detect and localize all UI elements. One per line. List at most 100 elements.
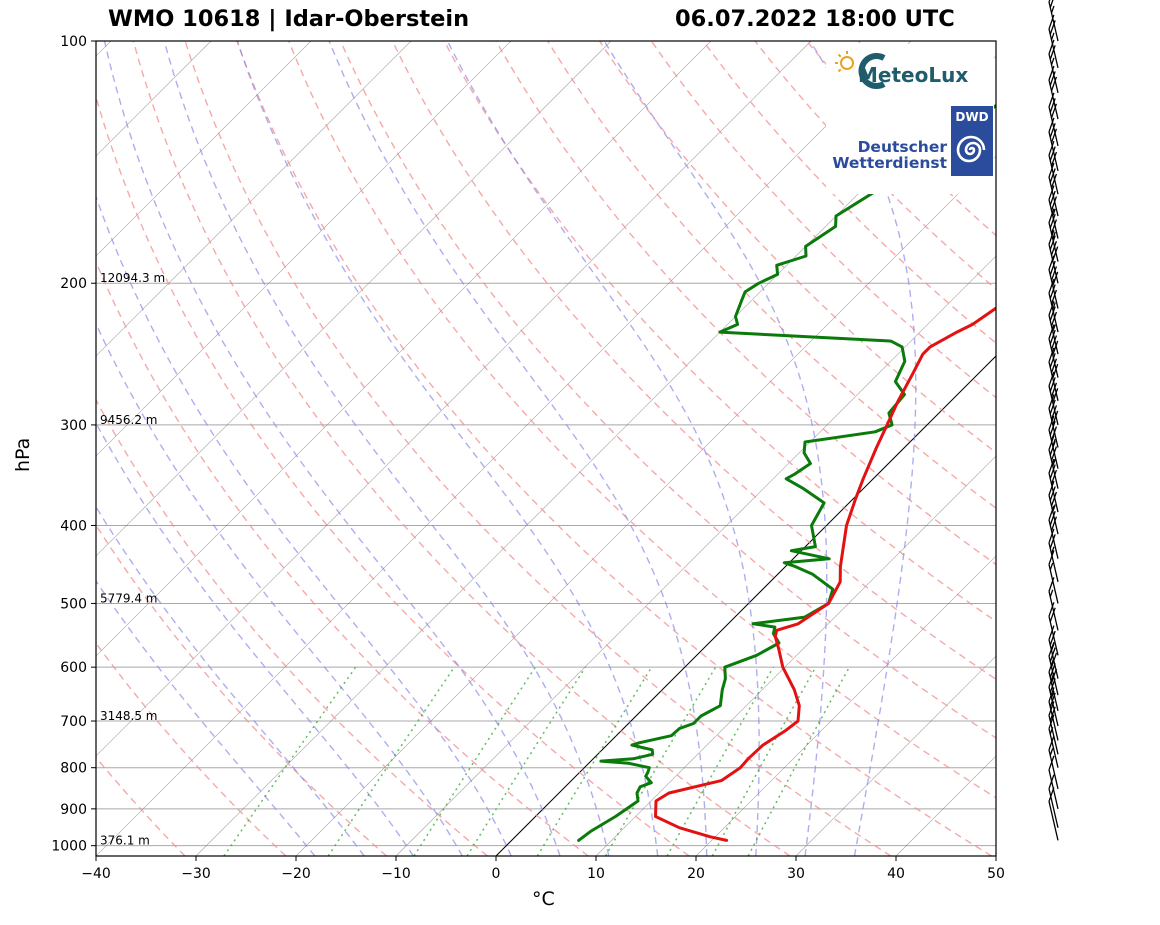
wind-barb-staff	[1048, 53, 1059, 94]
wind-barb-feather	[1050, 173, 1058, 189]
wind-barb-feather	[1050, 405, 1058, 420]
wind-barb-feather	[1049, 589, 1054, 598]
wind-barb-staff	[1048, 292, 1059, 333]
wind-barb-feather	[1049, 420, 1056, 436]
x-tick-label: −40	[81, 866, 111, 882]
isotherm-line	[96, 41, 112, 57]
wind-barb	[1048, 65, 1059, 120]
wind-barb-staff	[1048, 106, 1059, 147]
wind-barb-staff	[1048, 338, 1059, 378]
wind-barb-staff	[1048, 429, 1059, 469]
wind-barb-feather	[1050, 491, 1058, 507]
dry-adiabat-line	[339, 41, 996, 739]
wind-barb-staff	[1048, 28, 1059, 69]
wind-barb-feather	[1050, 516, 1058, 531]
meteolux-text: MeteoLux	[858, 63, 968, 87]
wind-barb-feather	[1050, 335, 1058, 350]
wind-barb-feather	[1050, 196, 1058, 211]
wind-barb	[1048, 602, 1059, 656]
wind-barb-feather	[1048, 208, 1055, 223]
wind-barb-staff	[1048, 801, 1059, 841]
x-tick-label: −20	[281, 866, 311, 882]
wind-barb-feather	[1050, 643, 1055, 651]
wind-barb-feather	[1049, 329, 1056, 345]
wind-barb-staff	[1048, 715, 1059, 755]
wind-barb-feather	[1049, 260, 1056, 276]
dwd-logo: DWD Deutscher Wetterdienst	[832, 106, 993, 176]
wind-barb-feather	[1050, 5, 1055, 14]
temperature-line	[654, 306, 996, 842]
x-tick-label: 10	[587, 866, 605, 882]
wind-barb-feather	[1052, 504, 1056, 512]
moist-adiabat-line	[103, 41, 561, 856]
wind-barb-feather	[1049, 45, 1056, 60]
wind-barb-feather	[1048, 324, 1055, 339]
wind-barb-staff	[1048, 449, 1059, 489]
height-label: 376.1 m	[100, 834, 150, 848]
wind-barb-feather	[1048, 480, 1055, 496]
dry-adiabat-line	[391, 41, 996, 681]
wind-barb-staff	[1048, 788, 1059, 828]
wind-barb-staff	[1048, 244, 1059, 284]
wind-barb	[1048, 117, 1059, 171]
wind-barb-feather	[1049, 562, 1054, 571]
wind-barb	[1048, 625, 1059, 679]
chart-title-station: WMO 10618 | Idar-Oberstein	[108, 6, 470, 32]
y-tick-label: 800	[60, 761, 87, 777]
wind-barb-staff	[1048, 769, 1059, 809]
dwd-name-line1: Deutscher	[858, 138, 948, 156]
wind-barb-staff	[1048, 591, 1059, 631]
wind-barb-feather	[1052, 458, 1056, 467]
wind-barb-feather	[1050, 546, 1055, 554]
wind-barb-feather	[1048, 371, 1055, 387]
mixing-ratio-line	[413, 666, 536, 856]
wind-barb-feather	[1052, 271, 1059, 287]
dry-adiabat-line	[495, 41, 996, 566]
wind-barb-staff	[1048, 199, 1059, 239]
wind-barb-feather	[1049, 748, 1054, 756]
moist-adiabat-line	[96, 322, 464, 856]
wind-barb-staff	[1048, 222, 1059, 262]
wind-barb-feather	[1049, 168, 1056, 183]
wind-barb	[1048, 208, 1059, 262]
wind-barb-feather	[1050, 426, 1058, 441]
dry-adiabat-line	[96, 94, 690, 856]
isotherm-line	[96, 41, 212, 157]
wind-barb-feather	[1048, 528, 1055, 544]
wind-barb-feather	[1050, 266, 1058, 281]
wind-barb-feather	[1049, 511, 1056, 526]
dry-adiabat-line	[443, 41, 996, 623]
wind-barb-feather	[1049, 353, 1056, 368]
x-axis-label: °C	[532, 888, 555, 910]
wind-barb	[1048, 39, 1059, 94]
wind-barb-staff	[1048, 361, 1059, 401]
wind-barb	[1048, 371, 1059, 426]
wind-barb-staff	[1048, 494, 1059, 535]
moist-adiabat-line	[446, 41, 760, 856]
dry-adiabat-line	[96, 398, 488, 856]
wind-barb	[1048, 140, 1059, 195]
moist-adiabat-line	[96, 421, 414, 856]
y-tick-label: 400	[60, 518, 87, 534]
wind-barb-feather	[1048, 550, 1055, 565]
isotherm-line	[96, 41, 612, 557]
dry-adiabat-line	[0, 41, 84, 856]
moist-adiabat-line	[96, 505, 365, 856]
chart-title-datetime: 06.07.2022 18:00 UTC	[675, 6, 955, 32]
zero-isotherm-line	[495, 355, 996, 856]
dwd-badge-text: DWD	[955, 110, 988, 124]
wind-barb-feather	[1048, 162, 1055, 178]
isotherm-line	[595, 455, 996, 856]
dry-adiabat-line	[650, 41, 996, 399]
y-tick-label: 1000	[51, 839, 87, 855]
wind-barb-staff	[1048, 131, 1059, 171]
wind-barb-feather	[1048, 39, 1055, 55]
dry-adiabat-line	[132, 41, 791, 856]
y-tick-label: 300	[60, 418, 87, 434]
wind-barb-feather	[1049, 71, 1056, 86]
wind-barb-staff	[1048, 749, 1059, 790]
wind-barb-staff	[1048, 519, 1059, 559]
height-label: 9456.2 m	[100, 413, 158, 427]
dry-adiabat-line	[236, 41, 992, 856]
